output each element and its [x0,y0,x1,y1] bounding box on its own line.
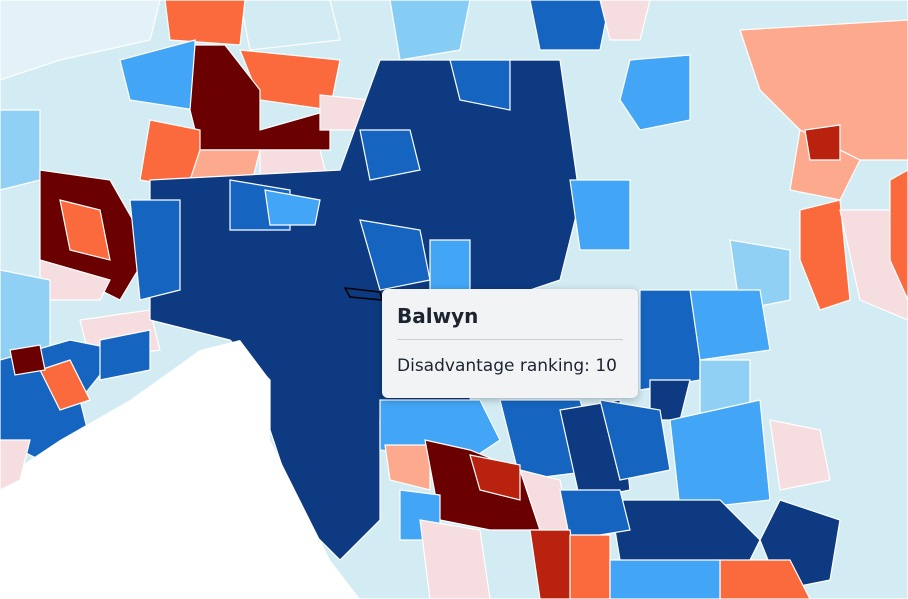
region[interactable] [0,269,51,361]
tooltip: Balwyn Disadvantage ranking: 10 [382,289,638,398]
divider [397,339,623,340]
region[interactable] [769,419,831,491]
region[interactable] [599,0,651,41]
region[interactable] [569,534,611,599]
region[interactable] [39,359,91,411]
region[interactable] [529,0,611,51]
region[interactable] [9,344,46,376]
region[interactable] [609,559,721,599]
region[interactable] [384,444,431,491]
region[interactable] [669,399,771,511]
region[interactable] [389,0,471,61]
region[interactable] [0,439,31,491]
region[interactable] [0,0,161,81]
tooltip-row: Disadvantage ranking: 10 [397,354,623,378]
tooltip-value: 10 [595,356,617,376]
region[interactable] [599,399,671,481]
tooltip-label: Disadvantage ranking: [397,356,590,376]
region[interactable] [469,454,521,501]
region[interactable] [164,0,246,46]
region[interactable] [639,289,701,391]
region[interactable] [689,289,771,361]
region[interactable] [799,199,851,311]
region[interactable] [359,129,421,181]
region[interactable] [449,59,511,111]
region[interactable] [0,109,41,191]
region[interactable] [569,179,631,251]
region[interactable] [419,519,491,599]
region[interactable] [129,199,181,301]
region[interactable] [804,124,841,161]
tooltip-title: Balwyn [397,304,479,328]
region[interactable] [529,529,581,599]
region[interactable] [619,54,691,131]
bay [0,340,360,599]
region[interactable] [264,189,321,226]
region[interactable] [99,329,151,381]
region[interactable] [239,0,341,51]
region[interactable] [559,489,631,541]
region[interactable] [429,239,471,291]
region[interactable] [59,199,111,261]
region[interactable] [889,169,908,301]
